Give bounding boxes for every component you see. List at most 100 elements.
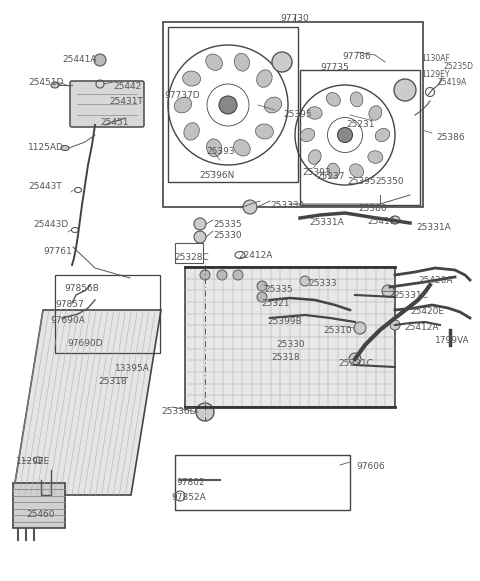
Text: 25330: 25330 [276, 340, 305, 349]
Bar [55, 275, 160, 353]
Ellipse shape [234, 53, 250, 71]
Text: 25443T: 25443T [28, 182, 62, 191]
Ellipse shape [206, 54, 222, 70]
Bar [168, 27, 298, 182]
Ellipse shape [390, 216, 400, 224]
Circle shape [354, 322, 366, 334]
Text: 97856B: 97856B [64, 284, 99, 293]
Text: 25310: 25310 [323, 326, 352, 335]
Circle shape [94, 54, 106, 66]
Text: 25443D: 25443D [33, 220, 68, 229]
Text: 97690D: 97690D [67, 339, 103, 348]
Text: 25333A: 25333A [270, 201, 305, 210]
Text: 25231: 25231 [346, 120, 374, 129]
Ellipse shape [257, 70, 272, 87]
Text: 25321: 25321 [261, 299, 289, 308]
Text: 25318: 25318 [271, 353, 300, 362]
Text: 25386: 25386 [436, 133, 465, 142]
Ellipse shape [234, 139, 250, 156]
Text: 25419A: 25419A [438, 78, 468, 87]
Text: 25380: 25380 [358, 204, 386, 213]
Ellipse shape [394, 79, 416, 101]
Ellipse shape [255, 124, 274, 139]
Text: 25411: 25411 [367, 217, 396, 226]
Circle shape [349, 353, 361, 365]
Ellipse shape [300, 128, 315, 142]
Text: 25451D: 25451D [28, 78, 63, 87]
Ellipse shape [51, 82, 59, 88]
Ellipse shape [182, 71, 201, 86]
Text: 97606: 97606 [356, 462, 385, 471]
Circle shape [257, 281, 267, 291]
Text: 1799VA: 1799VA [435, 336, 469, 345]
Text: 25451: 25451 [100, 118, 129, 127]
Bar [163, 22, 423, 207]
Bar [300, 70, 420, 205]
Circle shape [243, 200, 257, 214]
Text: 97761: 97761 [43, 247, 72, 256]
Text: 25395: 25395 [283, 110, 312, 119]
Polygon shape [13, 310, 161, 495]
Text: 25460: 25460 [26, 510, 55, 519]
Ellipse shape [350, 92, 363, 107]
Text: 1129EY: 1129EY [421, 70, 449, 79]
Ellipse shape [368, 151, 383, 163]
Ellipse shape [375, 128, 390, 142]
Circle shape [233, 270, 243, 280]
Text: 25330: 25330 [213, 231, 241, 240]
Text: 25333: 25333 [308, 279, 336, 288]
Bar [175, 455, 350, 510]
Ellipse shape [349, 164, 363, 178]
Ellipse shape [206, 139, 222, 157]
Text: 25412A: 25412A [404, 323, 439, 332]
Text: 25331A: 25331A [416, 223, 451, 232]
Ellipse shape [326, 92, 340, 106]
Text: 97737D: 97737D [164, 91, 200, 100]
Text: 25237: 25237 [316, 172, 345, 181]
Ellipse shape [174, 97, 192, 113]
Text: 25335: 25335 [213, 220, 241, 229]
Circle shape [257, 292, 267, 302]
Text: 25393: 25393 [206, 147, 235, 156]
Text: 25328C: 25328C [174, 253, 209, 262]
Text: 25318: 25318 [98, 377, 127, 386]
Text: 25235D: 25235D [444, 62, 474, 71]
Text: 25420A: 25420A [418, 276, 453, 285]
Text: 1130AF: 1130AF [421, 54, 450, 63]
Text: 97735: 97735 [321, 63, 349, 72]
Text: 25331C: 25331C [338, 359, 373, 368]
Ellipse shape [272, 52, 292, 72]
Text: 97852A: 97852A [171, 493, 206, 502]
Circle shape [337, 127, 352, 142]
Ellipse shape [61, 145, 69, 150]
Text: 25431T: 25431T [109, 97, 143, 106]
Text: 25335: 25335 [264, 285, 293, 294]
Text: 25395: 25395 [347, 177, 376, 186]
Circle shape [127, 371, 139, 383]
Text: 97802: 97802 [176, 478, 204, 487]
Text: 25331A: 25331A [309, 218, 344, 227]
Text: 25420E: 25420E [410, 307, 444, 316]
Bar [175, 243, 203, 263]
Text: 97690A: 97690A [50, 316, 85, 325]
Bar [13, 483, 65, 528]
Text: 25336D: 25336D [161, 407, 196, 416]
Text: 1129EE: 1129EE [16, 457, 50, 466]
Circle shape [194, 218, 206, 230]
Ellipse shape [184, 123, 199, 140]
Text: 25399B: 25399B [267, 317, 302, 326]
Ellipse shape [327, 163, 340, 178]
Ellipse shape [308, 150, 321, 164]
Circle shape [219, 96, 237, 114]
Text: 1125AD: 1125AD [28, 143, 64, 152]
Ellipse shape [369, 106, 382, 120]
Circle shape [200, 270, 210, 280]
Text: 25442: 25442 [113, 82, 141, 91]
Bar [185, 267, 395, 407]
Text: 25331C: 25331C [393, 291, 428, 300]
Text: 97857: 97857 [55, 300, 84, 309]
Circle shape [390, 320, 400, 330]
FancyBboxPatch shape [70, 81, 144, 127]
Text: 13395A: 13395A [115, 364, 150, 373]
Ellipse shape [307, 107, 322, 119]
